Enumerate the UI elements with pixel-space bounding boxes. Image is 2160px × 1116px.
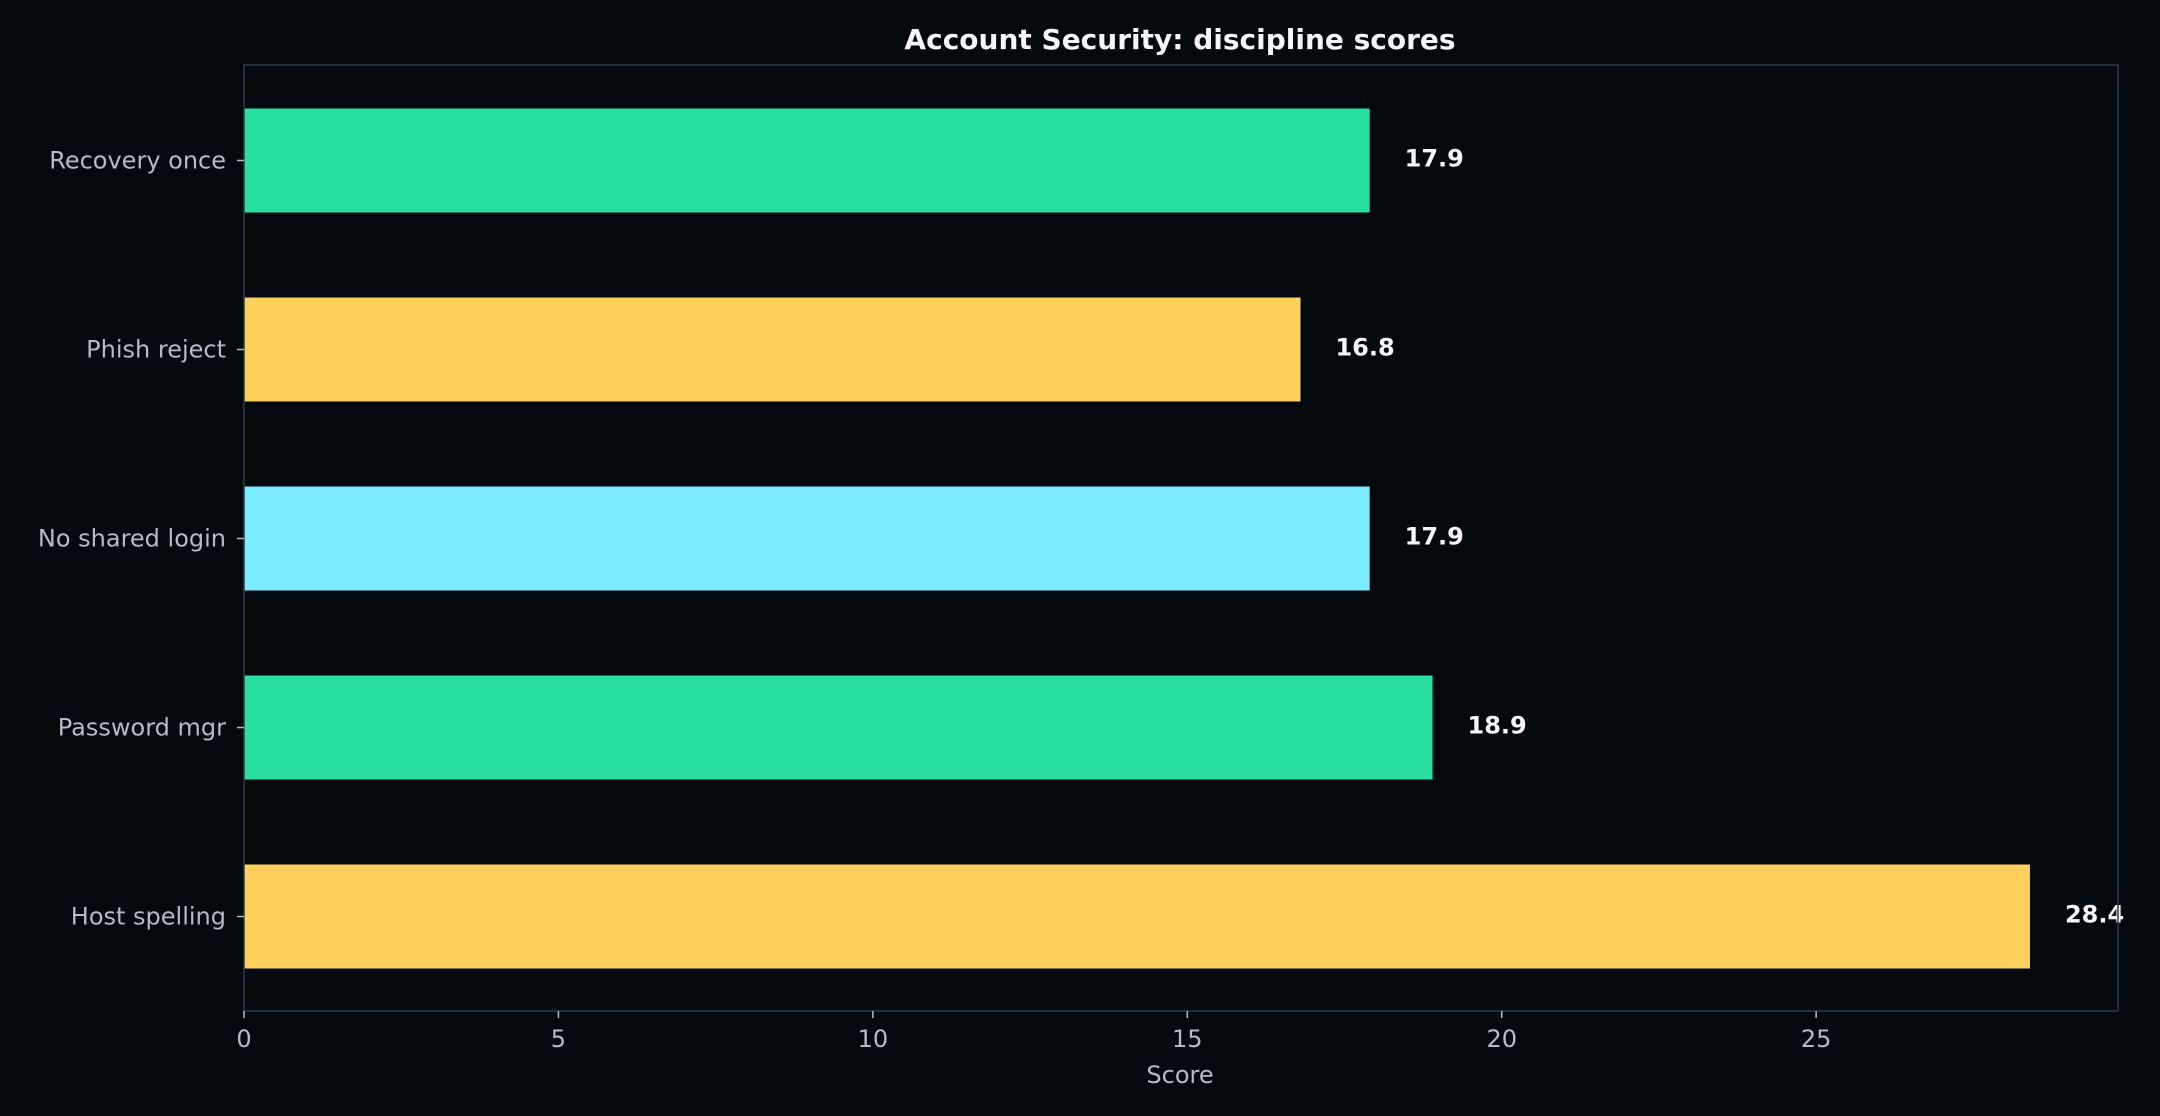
bars-layer: 28.4 18.9 17.9 16.8 17.9 [244,108,2124,969]
y-tick-label: Password mgr [58,714,226,742]
x-tick-label: 15 [1172,1025,1203,1053]
data-label: 16.8 [1335,334,1394,362]
bar-host-spelling [244,864,2030,969]
y-tick-label: No shared login [38,525,226,553]
data-label: 18.9 [1468,712,1527,740]
bar-phish-reject [244,297,1301,402]
y-tick-label: Host spelling [71,903,226,931]
bar-password-mgr [244,675,1433,780]
x-tick-label: 10 [858,1025,889,1053]
y-tick-label: Phish reject [86,336,226,364]
x-tick-label: 20 [1486,1025,1517,1053]
chart-title: Account Security: discipline scores [904,23,1455,56]
y-axis: Host spelling Password mgr No shared login… [38,147,244,931]
data-label: 17.9 [1405,523,1464,551]
bar-no-shared-login [244,486,1370,591]
bar-recovery-once [244,108,1370,213]
x-tick-label: 0 [236,1025,251,1053]
y-tick-label: Recovery once [49,147,226,175]
data-label: 28.4 [2065,901,2124,929]
x-axis-label: Score [1146,1061,1213,1089]
x-axis: 0 5 10 15 20 25 [236,1011,1831,1053]
x-tick-label: 25 [1801,1025,1832,1053]
x-tick-label: 5 [551,1025,566,1053]
data-label: 17.9 [1405,145,1464,173]
